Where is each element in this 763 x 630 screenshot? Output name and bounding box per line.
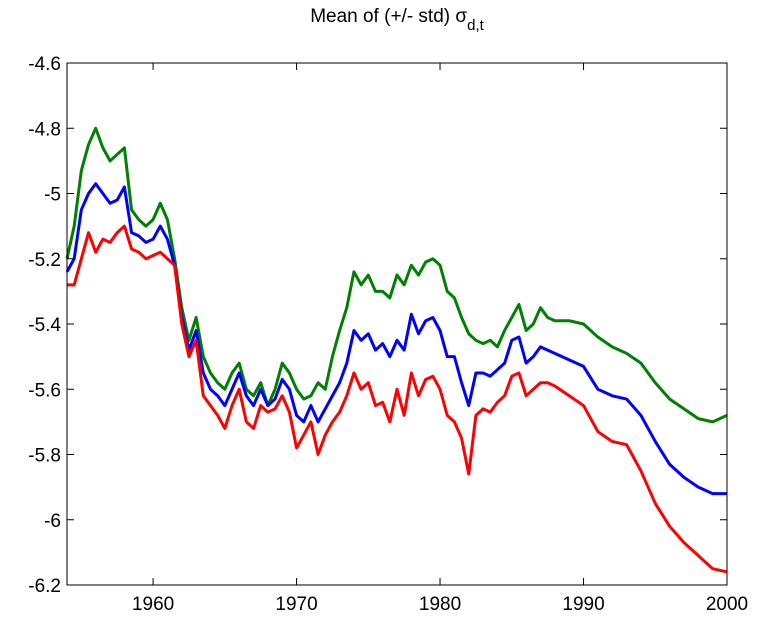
y-tick-label: -5.8 bbox=[28, 446, 61, 467]
y-tick-label: -4.8 bbox=[28, 119, 61, 140]
chart-title: Mean of (+/- std) σd,t bbox=[310, 6, 484, 34]
series-line bbox=[65, 126, 728, 424]
y-tick-label: -5.6 bbox=[28, 380, 61, 401]
title-subscript: d,t bbox=[467, 17, 485, 34]
x-tick-label: 1960 bbox=[132, 594, 174, 615]
x-tick-label: 1980 bbox=[419, 594, 461, 615]
y-tick-label: -6.2 bbox=[28, 576, 61, 597]
y-tick-label: -4.6 bbox=[28, 54, 61, 75]
y-tick-label: -5.4 bbox=[28, 315, 61, 336]
x-tick-label: 1970 bbox=[275, 594, 317, 615]
x-tick-label: 1990 bbox=[562, 594, 604, 615]
y-tick-label: -5.2 bbox=[28, 250, 61, 271]
x-tick-label: 2000 bbox=[706, 594, 748, 615]
plot-background bbox=[67, 63, 727, 585]
y-tick-label: -5 bbox=[44, 185, 61, 206]
title-main: Mean of (+/- std) σ bbox=[310, 6, 467, 27]
y-tick-label: -6 bbox=[44, 511, 61, 532]
series-line bbox=[65, 182, 727, 496]
series-line bbox=[67, 224, 728, 574]
